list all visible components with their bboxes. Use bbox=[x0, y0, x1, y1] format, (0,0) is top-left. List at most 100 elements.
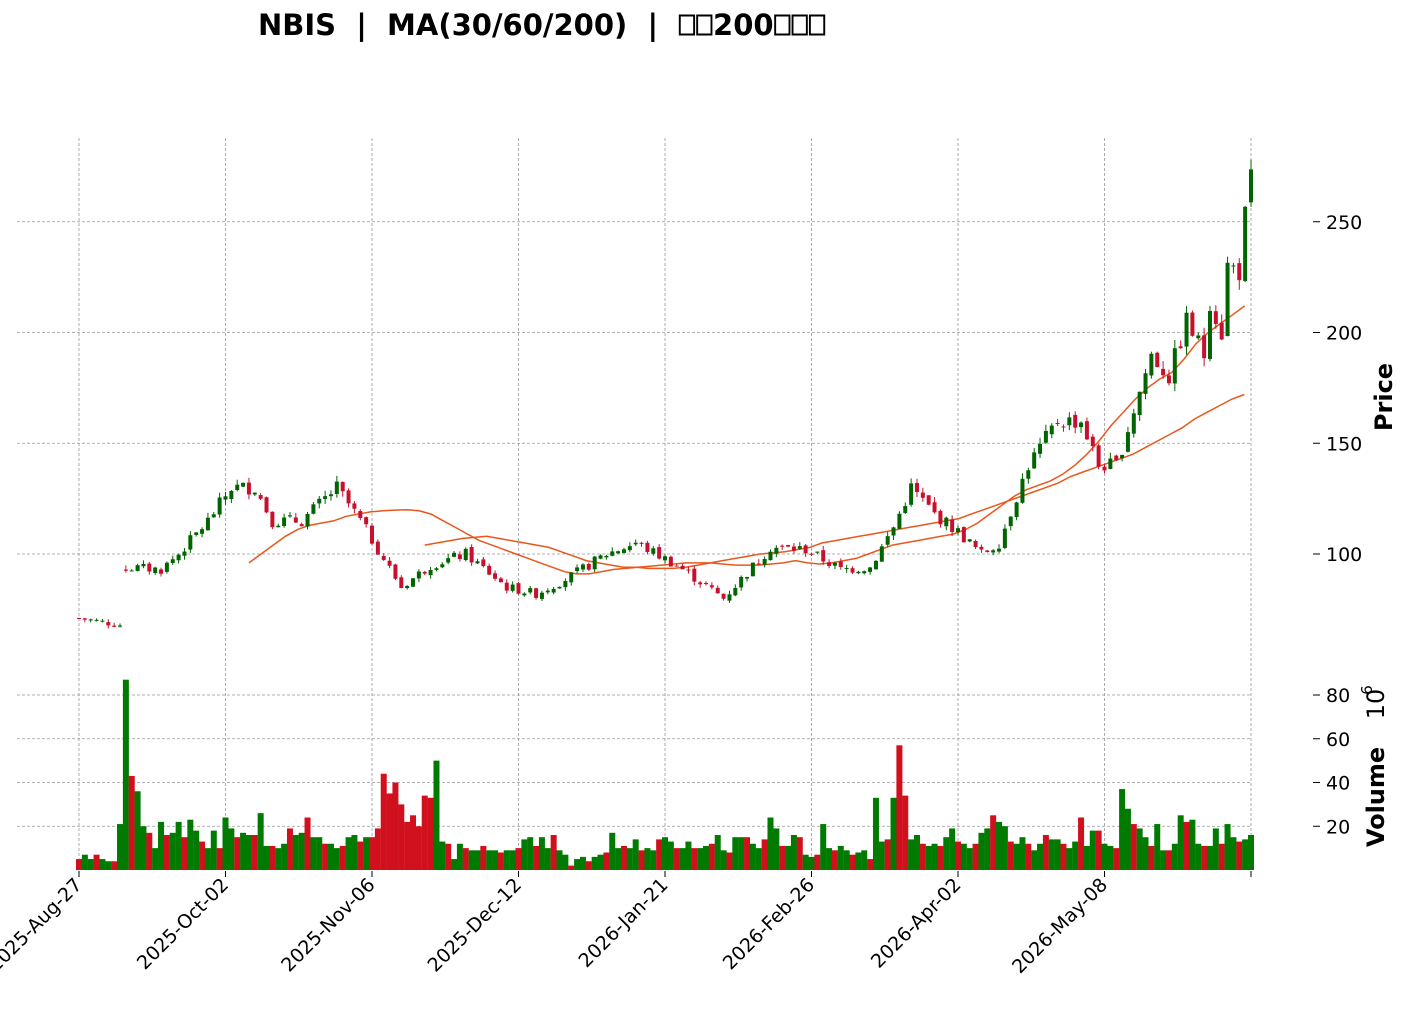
candle-body bbox=[352, 503, 357, 509]
volume-bar bbox=[175, 821, 182, 870]
candle-body bbox=[592, 556, 597, 570]
candle-body bbox=[364, 517, 369, 525]
candle-body bbox=[82, 618, 87, 620]
candle-body bbox=[944, 517, 949, 527]
price-tick-label: 250 bbox=[1326, 212, 1362, 234]
price-tick-label: 200 bbox=[1326, 323, 1362, 345]
volume-bar bbox=[456, 843, 463, 870]
volume-bar bbox=[1212, 828, 1219, 870]
time-tick-label: 2025-Nov-06 bbox=[277, 874, 379, 976]
candle-body bbox=[1155, 352, 1160, 368]
volume-bar bbox=[333, 848, 340, 870]
candle-body bbox=[639, 542, 644, 544]
candle-body bbox=[692, 568, 697, 582]
volume-bar bbox=[697, 848, 704, 870]
volume-bar bbox=[872, 797, 879, 870]
volume-bar bbox=[193, 830, 200, 870]
moving-average-layer bbox=[248, 305, 1246, 575]
volume-bar bbox=[1183, 821, 1190, 870]
volume-bar bbox=[902, 795, 909, 870]
candle-body bbox=[1014, 502, 1019, 518]
candle-body bbox=[979, 546, 984, 550]
volume-bar bbox=[720, 850, 727, 870]
volume-bar bbox=[796, 837, 803, 870]
volume-bar bbox=[439, 841, 446, 870]
candle-body bbox=[1090, 436, 1095, 447]
candle-body bbox=[985, 550, 990, 552]
candle-body bbox=[1108, 458, 1113, 470]
volume-bar bbox=[1230, 837, 1237, 870]
candle-body bbox=[780, 545, 785, 547]
candle-body bbox=[457, 554, 462, 560]
volume-bar bbox=[925, 845, 932, 870]
candle-body bbox=[1137, 391, 1142, 416]
volume-bar bbox=[187, 819, 194, 870]
volume-bar bbox=[550, 835, 557, 870]
volume-bar bbox=[603, 852, 610, 870]
candle-body bbox=[1079, 422, 1084, 428]
volume-bar bbox=[1089, 830, 1096, 870]
candle-body bbox=[176, 554, 181, 561]
candle-body bbox=[797, 546, 802, 549]
volume-bar bbox=[1189, 819, 1196, 870]
candle-body bbox=[856, 571, 861, 574]
volume-bar bbox=[515, 848, 522, 870]
candle-body bbox=[463, 548, 468, 561]
volume-bar bbox=[538, 837, 545, 870]
candle-body bbox=[961, 527, 966, 543]
candle-body bbox=[791, 546, 796, 551]
volume-bar bbox=[357, 841, 364, 870]
candle-body bbox=[358, 511, 363, 518]
volume-bar bbox=[849, 854, 856, 870]
volume-bar bbox=[339, 845, 346, 870]
volume-bar bbox=[755, 848, 762, 870]
candle-body bbox=[1149, 353, 1154, 376]
candle-body bbox=[200, 529, 205, 534]
volume-bar bbox=[1113, 848, 1120, 870]
candle-body bbox=[229, 490, 234, 500]
price-tick-label: 150 bbox=[1326, 433, 1362, 455]
volume-bar bbox=[773, 828, 780, 870]
candle-body bbox=[475, 561, 480, 564]
volume-bar bbox=[744, 837, 751, 870]
candle-body bbox=[897, 513, 902, 529]
candle-body bbox=[786, 544, 791, 547]
candle-body bbox=[1102, 466, 1107, 471]
volume-bar bbox=[480, 845, 487, 870]
candle-body bbox=[205, 517, 210, 531]
volume-bar bbox=[790, 835, 797, 870]
candle-body bbox=[411, 578, 416, 587]
volume-bar bbox=[140, 826, 147, 870]
candle-body bbox=[112, 625, 117, 627]
volume-bar bbox=[703, 845, 710, 870]
volume-bar bbox=[234, 837, 241, 870]
volume-bar bbox=[509, 850, 516, 870]
candle-body bbox=[926, 495, 931, 505]
candle-body bbox=[621, 549, 626, 554]
candle-body bbox=[252, 492, 257, 495]
volume-bar bbox=[1171, 843, 1178, 870]
candle-body bbox=[844, 568, 849, 570]
candle-body bbox=[575, 567, 580, 572]
candle-body bbox=[680, 565, 685, 570]
candle-body bbox=[129, 570, 134, 572]
volume-bar bbox=[808, 856, 815, 870]
volume-bar bbox=[1142, 837, 1149, 870]
candle-body bbox=[141, 563, 146, 567]
candle-body bbox=[1002, 528, 1007, 548]
candle-body bbox=[487, 565, 492, 575]
candle-body bbox=[153, 567, 158, 573]
candle-body bbox=[498, 578, 503, 583]
candle-body bbox=[950, 519, 955, 532]
candle-body bbox=[1131, 413, 1136, 434]
volume-bar bbox=[492, 850, 499, 870]
candle-body bbox=[270, 511, 275, 528]
volume-bar bbox=[785, 845, 792, 870]
volume-bar bbox=[117, 824, 124, 870]
volume-bar bbox=[199, 841, 206, 870]
candle-body bbox=[809, 553, 814, 555]
candle-body bbox=[387, 560, 392, 566]
volume-bar bbox=[451, 859, 458, 870]
ma60-line bbox=[424, 393, 1245, 570]
volume-bar bbox=[204, 848, 211, 870]
